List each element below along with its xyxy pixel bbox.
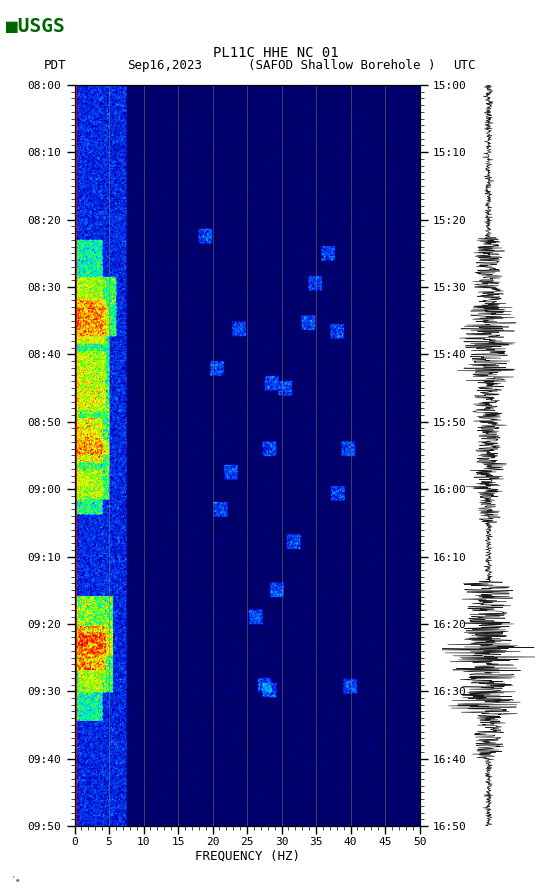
Text: ■USGS: ■USGS xyxy=(6,17,64,37)
Text: PL11C HHE NC 01: PL11C HHE NC 01 xyxy=(213,46,339,60)
Text: Sep16,2023: Sep16,2023 xyxy=(127,59,202,72)
Text: UTC: UTC xyxy=(453,59,475,72)
X-axis label: FREQUENCY (HZ): FREQUENCY (HZ) xyxy=(194,850,300,863)
Text: ’•: ’• xyxy=(11,876,21,886)
Text: (SAFOD Shallow Borehole ): (SAFOD Shallow Borehole ) xyxy=(248,59,436,72)
Text: PDT: PDT xyxy=(44,59,67,72)
